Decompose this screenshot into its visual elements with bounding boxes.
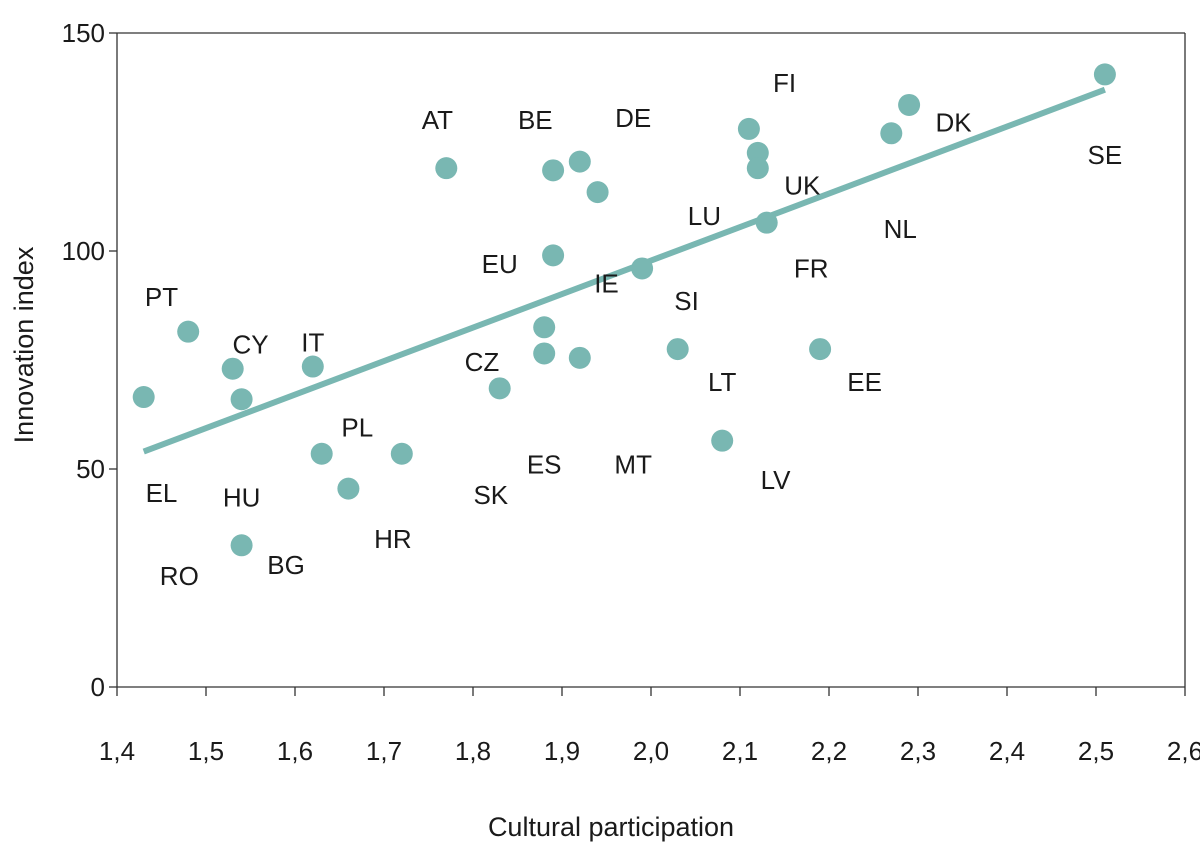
y-tick-label: 50 <box>76 454 105 484</box>
data-point <box>568 150 591 173</box>
data-point <box>711 429 734 452</box>
data-point <box>880 122 903 145</box>
point-label-it: IT <box>301 328 324 358</box>
x-tick-label: 2,4 <box>989 736 1025 766</box>
point-label-si: SI <box>674 286 699 316</box>
point-label-sk: SK <box>473 480 508 510</box>
y-tick-label: 0 <box>91 672 105 702</box>
x-ticks: 1,4 1,5 1,6 1,7 1,8 1,9 2,0 2,1 2,2 2,3 2,4 2,5 2,6 <box>99 687 1200 766</box>
trendline <box>142 86 1106 455</box>
x-tick-label: 2,3 <box>900 736 936 766</box>
data-point <box>631 257 654 280</box>
data-point <box>746 141 769 164</box>
data-point <box>488 377 511 400</box>
data-point <box>737 117 760 140</box>
point-label-at: AT <box>422 105 453 135</box>
point-label-hu: HU <box>223 482 261 512</box>
data-point <box>230 534 253 557</box>
x-tick-label: 2,1 <box>722 736 758 766</box>
point-label-mt: MT <box>614 450 652 480</box>
point-label-pl: PL <box>341 413 373 443</box>
point-label-cz: CZ <box>465 347 500 377</box>
y-axis-title: Innovation index <box>9 246 39 443</box>
data-point <box>746 157 769 180</box>
data-point <box>1093 63 1116 86</box>
point-label-ro: RO <box>160 561 199 591</box>
point-label-pt: PT <box>145 282 178 312</box>
data-point <box>542 159 565 182</box>
point-label-nl: NL <box>884 214 917 244</box>
x-axis-title: Cultural participation <box>488 812 734 842</box>
data-point <box>533 316 556 339</box>
data-points <box>132 63 1116 557</box>
point-label-ie: IE <box>594 269 619 299</box>
x-tick-label: 1,6 <box>277 736 313 766</box>
data-point <box>301 355 324 378</box>
point-label-de: DE <box>615 103 651 133</box>
point-label-cy: CY <box>232 330 268 360</box>
data-point <box>177 320 200 343</box>
point-label-ee: EE <box>847 367 882 397</box>
x-tick-label: 2,2 <box>811 736 847 766</box>
data-point <box>809 338 832 361</box>
x-tick-label: 1,7 <box>366 736 402 766</box>
x-tick-label: 1,5 <box>188 736 224 766</box>
point-label-lv: LV <box>761 465 792 495</box>
y-tick-label: 150 <box>62 18 105 48</box>
data-point <box>337 477 360 500</box>
point-label-es: ES <box>527 450 562 480</box>
data-point <box>542 244 565 267</box>
y-ticks: 0 50 100 150 <box>62 18 117 702</box>
data-point <box>230 388 253 411</box>
point-label-lt: LT <box>708 367 737 397</box>
point-labels: AT BE DE FI DK SE UK LU NL EU FR IE SI PT CY IT CZ LT EE PL… <box>145 68 1122 591</box>
point-label-be: BE <box>518 105 553 135</box>
data-point <box>310 442 333 465</box>
data-point <box>586 181 609 204</box>
point-label-eu: EU <box>482 249 518 279</box>
point-label-dk: DK <box>936 107 973 137</box>
point-label-el: EL <box>146 478 178 508</box>
point-label-bg: BG <box>267 550 305 580</box>
data-point <box>898 93 921 116</box>
data-point <box>132 386 155 409</box>
point-label-fi: FI <box>773 68 796 98</box>
x-tick-label: 1,4 <box>99 736 135 766</box>
x-tick-label: 1,9 <box>544 736 580 766</box>
x-tick-label: 2,0 <box>633 736 669 766</box>
data-point <box>435 157 458 180</box>
point-label-lu: LU <box>688 201 721 231</box>
x-tick-label: 2,5 <box>1078 736 1114 766</box>
point-label-fr: FR <box>794 253 829 283</box>
data-point <box>755 211 778 234</box>
x-tick-label: 2,6 <box>1167 736 1200 766</box>
y-tick-label: 100 <box>62 236 105 266</box>
data-point <box>666 338 689 361</box>
point-label-hr: HR <box>374 524 412 554</box>
x-tick-label: 1,8 <box>455 736 491 766</box>
data-point <box>533 342 556 365</box>
point-label-uk: UK <box>784 171 821 201</box>
data-point <box>221 357 244 380</box>
point-label-se: SE <box>1088 140 1123 170</box>
data-point <box>568 346 591 369</box>
data-point <box>390 442 413 465</box>
